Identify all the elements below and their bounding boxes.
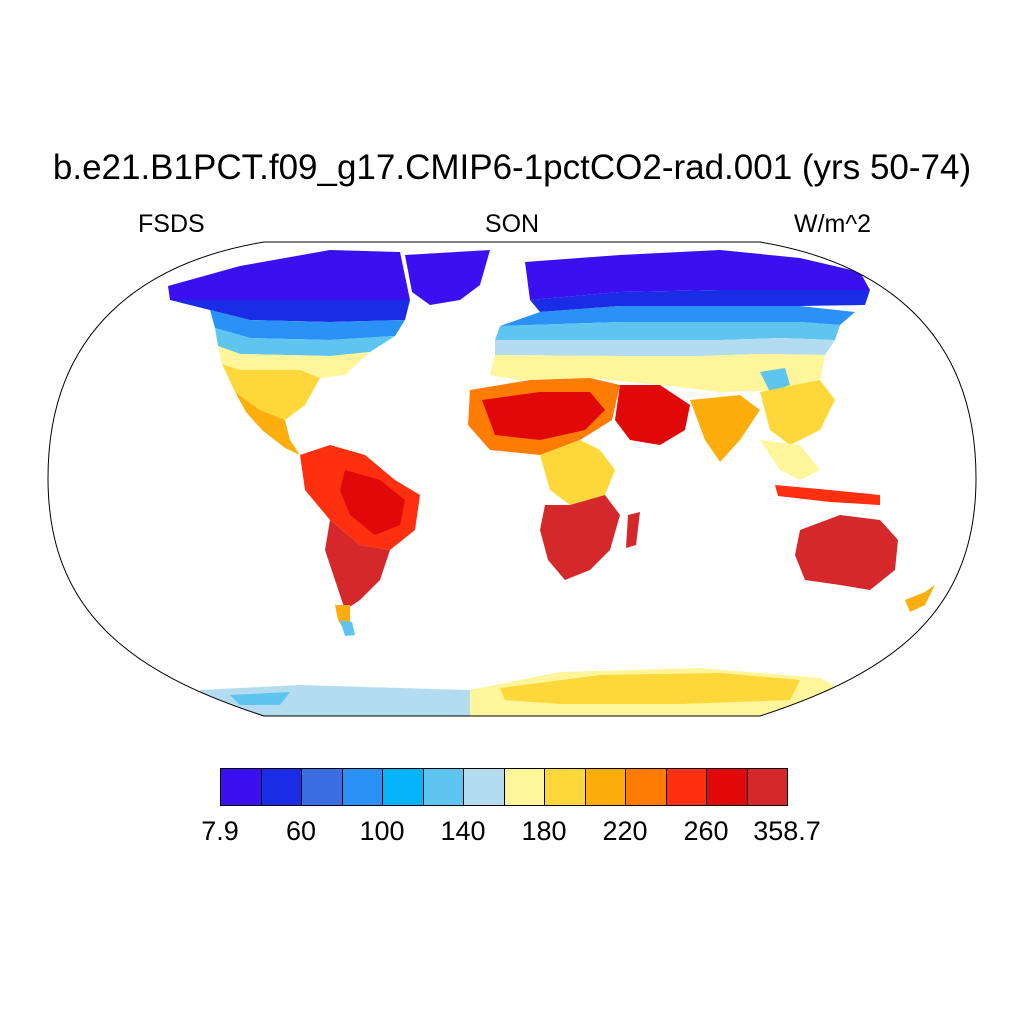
- colorbar-tick-label: 100: [359, 816, 405, 846]
- colorbar-box: [220, 768, 262, 806]
- colorbar-box: [544, 768, 586, 806]
- colorbar-box: [706, 768, 748, 806]
- colorbar-box: [584, 768, 626, 806]
- southeast-asia: [760, 440, 820, 480]
- colorbar-box: [382, 768, 424, 806]
- africa-central: [540, 440, 615, 505]
- eurasia-band-6: [490, 354, 825, 392]
- season-label: SON: [484, 210, 540, 238]
- colorbar-tick-label: 220: [602, 816, 648, 846]
- colorbar-box: [422, 768, 464, 806]
- eurasia-band-2: [530, 290, 870, 312]
- colorbar-box: [260, 768, 302, 806]
- africa-south: [540, 495, 620, 580]
- new-zealand: [905, 585, 935, 612]
- north-america-band-7: [235, 392, 300, 455]
- colorbar-tick-label: 260: [683, 816, 729, 846]
- south-america-core: [340, 470, 405, 535]
- antarctica-interior: [500, 673, 800, 704]
- indonesia: [775, 485, 880, 505]
- north-america-band-1: [168, 250, 410, 300]
- north-america-band-2: [170, 300, 410, 322]
- eurasia-band-3: [500, 306, 855, 326]
- north-america-band-4: [215, 328, 395, 356]
- colorbar-tick-label: 140: [440, 816, 486, 846]
- colorbar-box: [341, 768, 383, 806]
- colorbar: [220, 768, 788, 806]
- north-america-band-3: [210, 310, 405, 340]
- colorbar-box: [301, 768, 343, 806]
- south-america-tip-2: [340, 620, 355, 636]
- colorbar-box: [503, 768, 545, 806]
- arabia: [615, 385, 690, 445]
- greenland: [405, 250, 490, 305]
- eurasia-band-5: [495, 338, 835, 356]
- colorbar-tick-label: 7.9: [201, 816, 239, 846]
- australia: [795, 515, 898, 590]
- map-field: [168, 250, 935, 716]
- eurasia-band-1: [525, 250, 870, 300]
- south-america-south: [325, 520, 390, 610]
- antarctica-coast: [230, 692, 290, 705]
- colorbar-box: [463, 768, 505, 806]
- colorbar-tick-label: 358.7: [753, 816, 821, 846]
- colorbar-box: [625, 768, 667, 806]
- variable-label: FSDS: [138, 210, 205, 238]
- india: [690, 395, 760, 462]
- colorbar-tick-label: 180: [521, 816, 567, 846]
- colorbar-box: [746, 768, 788, 806]
- colorbar-box: [665, 768, 707, 806]
- north-america-band-6: [222, 364, 320, 420]
- madagascar: [626, 512, 640, 548]
- antarctica-west: [200, 685, 470, 716]
- colorbar-tick-label: 60: [285, 816, 317, 846]
- plot-title: b.e21.B1PCT.f09_g17.CMIP6-1pctCO2-rad.00…: [52, 148, 972, 187]
- east-asia: [760, 380, 835, 445]
- units-label: W/m^2: [794, 210, 872, 238]
- map-boundary: [47, 241, 977, 717]
- eurasia-band-4: [495, 322, 840, 340]
- tibet-cool-spot: [760, 368, 790, 392]
- africa-sahara: [482, 392, 605, 440]
